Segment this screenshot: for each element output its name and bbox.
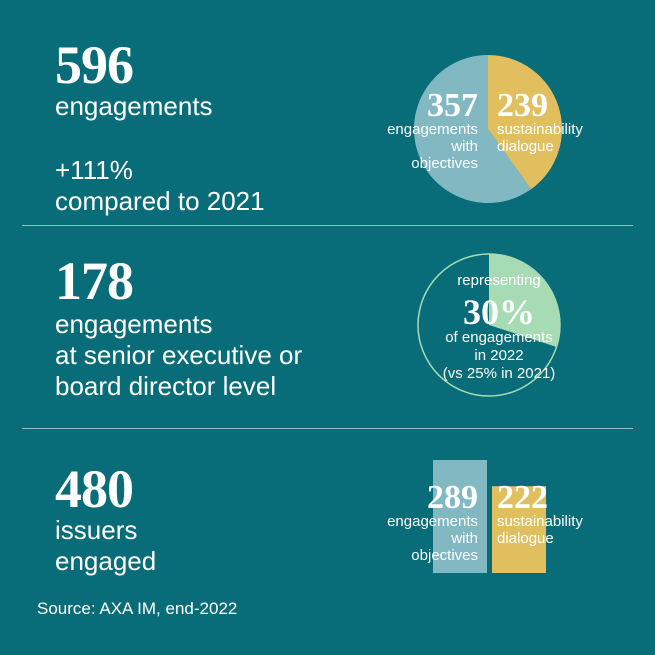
total-engagements-value: 596: [55, 35, 134, 95]
section-divider-1: [22, 225, 633, 226]
slice-value-sustainability: 239: [497, 87, 548, 124]
slice-label-objectives-line-3: objectives: [411, 155, 478, 172]
share-label-line-3: (vs 25% in 2021): [443, 365, 556, 382]
bar-label-objectives-line-1: engagements: [387, 513, 478, 530]
engagements-change: +111%: [55, 155, 133, 185]
bar-label-objectives-line-3: objectives: [411, 547, 478, 564]
share-label-top: representing: [457, 272, 540, 289]
bar-value-objectives: 289: [427, 479, 478, 516]
bar-value-sustainability: 222: [497, 479, 548, 516]
issuers-engaged-label-line-1: issuers: [55, 515, 138, 545]
bar-label-sustainability-line-1: sustainability: [497, 513, 583, 530]
issuers-engaged-label-line-2: engaged: [55, 546, 157, 576]
section-divider-2: [22, 428, 633, 429]
share-value: 30%: [463, 292, 535, 332]
slice-label-objectives-line-2: with: [450, 138, 478, 155]
bar-label-sustainability-line-2: dialogue: [497, 530, 554, 547]
senior-engagements-value: 178: [55, 251, 134, 311]
slice-label-sustainability-line-2: dialogue: [497, 138, 554, 155]
engagements-change-label: compared to 2021: [55, 186, 265, 216]
slice-value-objectives: 357: [427, 87, 478, 124]
bar-label-objectives-line-2: with: [450, 530, 478, 547]
slice-label-sustainability-line-1: sustainability: [497, 121, 583, 138]
source-note: Source: AXA IM, end-2022: [37, 599, 238, 618]
share-label-line-1: of engagements: [445, 329, 553, 346]
bar-objectives: [433, 460, 487, 573]
share-label-line-2: in 2022: [474, 347, 523, 364]
senior-engagements-label-line-1: engagements: [55, 309, 213, 339]
pie-slice-sustainability: [488, 55, 563, 190]
bar-sustainability: [492, 486, 546, 573]
slice-label-objectives-line-1: engagements: [387, 121, 478, 138]
total-engagements-label: engagements: [55, 91, 213, 121]
pie-slice-senior-share: [489, 254, 560, 347]
senior-engagements-label-line-2: at senior executive or: [55, 340, 303, 370]
pie-slice-objectives: [414, 55, 532, 203]
senior-engagements-label-line-3: board director level: [55, 371, 277, 401]
issuers-engaged-value: 480: [55, 459, 134, 519]
